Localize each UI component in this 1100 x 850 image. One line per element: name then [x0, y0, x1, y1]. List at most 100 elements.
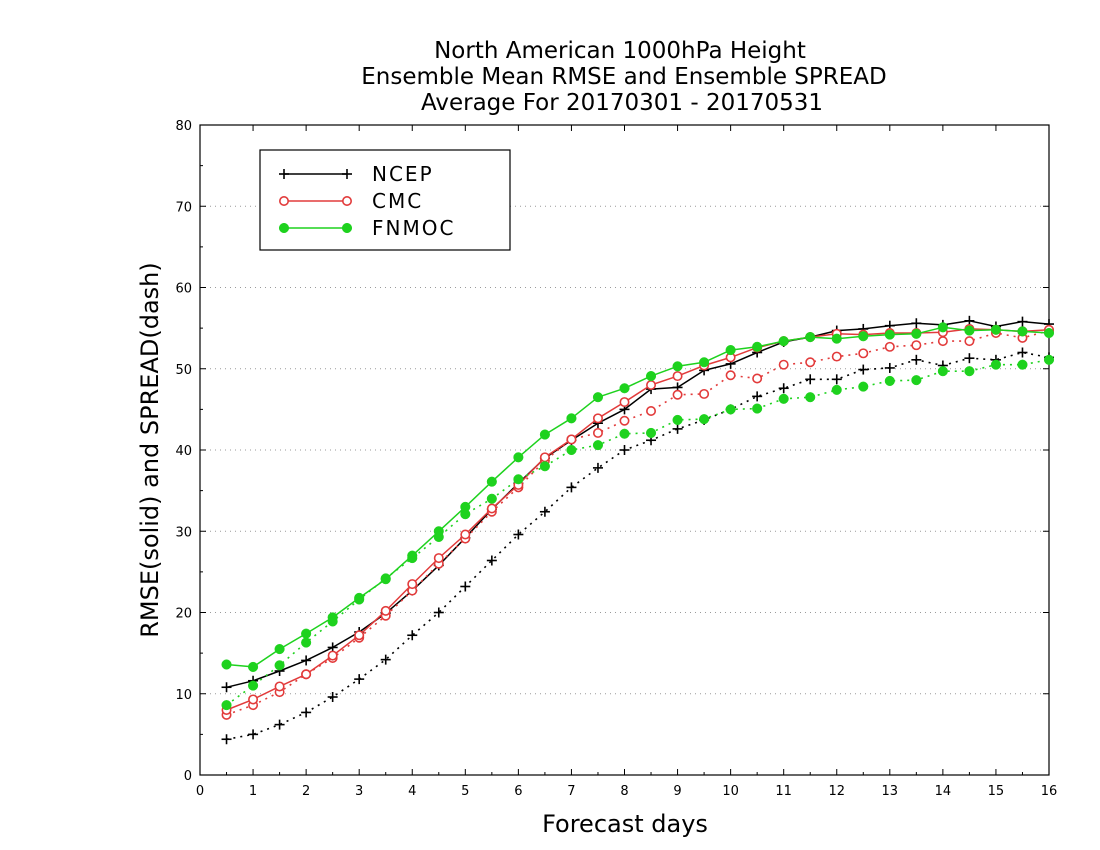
- fnmoc-spread-point: [513, 474, 524, 485]
- cmc-spread-point: [646, 405, 657, 416]
- ncep-spread-point: [619, 445, 630, 455]
- legend-label-fnmoc: FNMOC: [372, 216, 455, 240]
- cmc-rmse-point: [672, 371, 683, 382]
- chart-title: North American 1000hPa Height Ensemble M…: [361, 38, 886, 116]
- fnmoc-rmse-point: [805, 332, 816, 343]
- title-line-3: Average For 20170301 - 20170531: [421, 90, 823, 116]
- cmc-spread-point: [752, 373, 763, 384]
- fnmoc-rmse-point: [407, 550, 418, 561]
- cmc-spread-line: [226, 329, 1050, 716]
- cmc-rmse-point: [274, 681, 285, 692]
- ncep-rmse-point: [911, 318, 922, 329]
- ncep-spread-point: [274, 719, 285, 730]
- cmc-spread-point: [831, 351, 842, 362]
- fnmoc-rmse-point: [460, 501, 471, 512]
- cmc-rmse-point: [380, 605, 391, 616]
- ncep-spread-point: [221, 734, 232, 745]
- fnmoc-rmse-point: [1043, 327, 1055, 339]
- y-tick-label: 80: [175, 119, 192, 134]
- title-line-2: Ensemble Mean RMSE and Ensemble SPREAD: [361, 64, 886, 90]
- legend-marker-fnmoc: [341, 222, 353, 234]
- fnmoc-rmse-point: [327, 612, 338, 623]
- fnmoc-rmse-point: [937, 322, 948, 333]
- cmc-rmse-point: [566, 434, 577, 445]
- fnmoc-rmse-point: [248, 661, 259, 672]
- cmc-rmse-point: [539, 452, 550, 463]
- ncep-spread-point: [327, 692, 338, 702]
- x-tick-label: 9: [673, 784, 681, 799]
- legend-label-ncep: NCEP: [372, 162, 434, 186]
- ncep-spread-point: [513, 529, 524, 540]
- x-tick-label: 8: [620, 784, 628, 799]
- fnmoc-rmse-point: [831, 333, 842, 344]
- ncep-spread-point: [539, 506, 550, 517]
- ncep-spread-point: [1017, 347, 1028, 358]
- y-tick-label: 10: [175, 688, 192, 703]
- cmc-spread-point: [699, 388, 710, 399]
- x-tick-label: 5: [461, 784, 469, 799]
- fnmoc-rmse-point: [645, 371, 657, 382]
- fnmoc-spread-point: [884, 375, 895, 386]
- fnmoc-spread-point: [1017, 359, 1028, 370]
- cmc-rmse-point: [433, 553, 444, 564]
- fnmoc-spread-point: [964, 366, 975, 377]
- fnmoc-spread-point: [937, 366, 948, 377]
- y-tick-label: 50: [175, 363, 192, 378]
- cmc-spread-point: [592, 427, 603, 438]
- x-tick-label: 14: [935, 784, 952, 799]
- ncep-spread-point: [566, 482, 577, 493]
- ncep-spread-point: [884, 362, 895, 373]
- ncep-spread-point: [301, 707, 312, 718]
- x-tick-label: 3: [355, 784, 363, 799]
- x-tick-label: 2: [302, 784, 310, 799]
- fnmoc-rmse-point: [301, 628, 312, 639]
- ncep-spread-line: [226, 351, 1050, 741]
- cmc-spread-point: [778, 359, 789, 370]
- fnmoc-rmse-point: [380, 574, 391, 585]
- fnmoc-rmse-point: [752, 341, 763, 352]
- fnmoc-rmse-line: [226, 326, 1050, 668]
- cmc-spread-point: [619, 415, 630, 426]
- fnmoc-rmse-point: [221, 659, 232, 670]
- ncep-spread-point: [354, 674, 365, 685]
- legend-marker-cmc: [278, 196, 289, 207]
- x-tick-label: 15: [988, 784, 1005, 799]
- ncep-spread-point: [407, 630, 418, 641]
- ncep-spread-point: [778, 383, 789, 394]
- cmc-rmse-point: [619, 397, 630, 408]
- ncep-spread-point: [248, 729, 259, 740]
- y-tick-label: 70: [175, 200, 192, 215]
- y-tick-label: 60: [175, 282, 192, 297]
- title-line-1: North American 1000hPa Height: [434, 38, 806, 64]
- fnmoc-spread-point: [248, 680, 259, 691]
- legend-label-cmc: CMC: [372, 189, 423, 213]
- fnmoc-spread-point: [619, 428, 630, 439]
- fnmoc-rmse-point: [911, 328, 922, 339]
- fnmoc-rmse-point: [778, 336, 789, 347]
- fnmoc-rmse-point: [1017, 326, 1028, 337]
- cmc-rmse-point: [327, 650, 338, 661]
- legend-marker-cmc: [341, 196, 352, 207]
- y-tick-label: 40: [175, 444, 192, 459]
- fnmoc-spread-point: [566, 444, 577, 456]
- legend: NCEP CMC FNMOC: [259, 149, 511, 251]
- ncep-rmse-line: [226, 320, 1050, 689]
- cmc-rmse-line: [226, 328, 1050, 711]
- ncep-spread-point: [380, 654, 391, 665]
- x-axis-label: Forecast days: [542, 810, 708, 838]
- cmc-spread-point: [884, 341, 895, 352]
- cmc-rmse-point: [354, 630, 365, 641]
- cmc-rmse-point: [646, 379, 657, 390]
- legend-marker-fnmoc: [278, 222, 290, 234]
- cmc-spread-point: [964, 336, 975, 347]
- y-tick-label: 30: [175, 525, 192, 540]
- cmc-spread-point: [937, 336, 948, 347]
- fnmoc-rmse-point: [566, 413, 577, 424]
- y-tick-label: 0: [184, 769, 192, 784]
- fnmoc-spread-point: [539, 461, 550, 472]
- fnmoc-rmse-point: [433, 526, 444, 537]
- fnmoc-rmse-point: [725, 345, 736, 356]
- x-tick-label: 4: [408, 784, 416, 799]
- fnmoc-rmse-point: [354, 592, 365, 603]
